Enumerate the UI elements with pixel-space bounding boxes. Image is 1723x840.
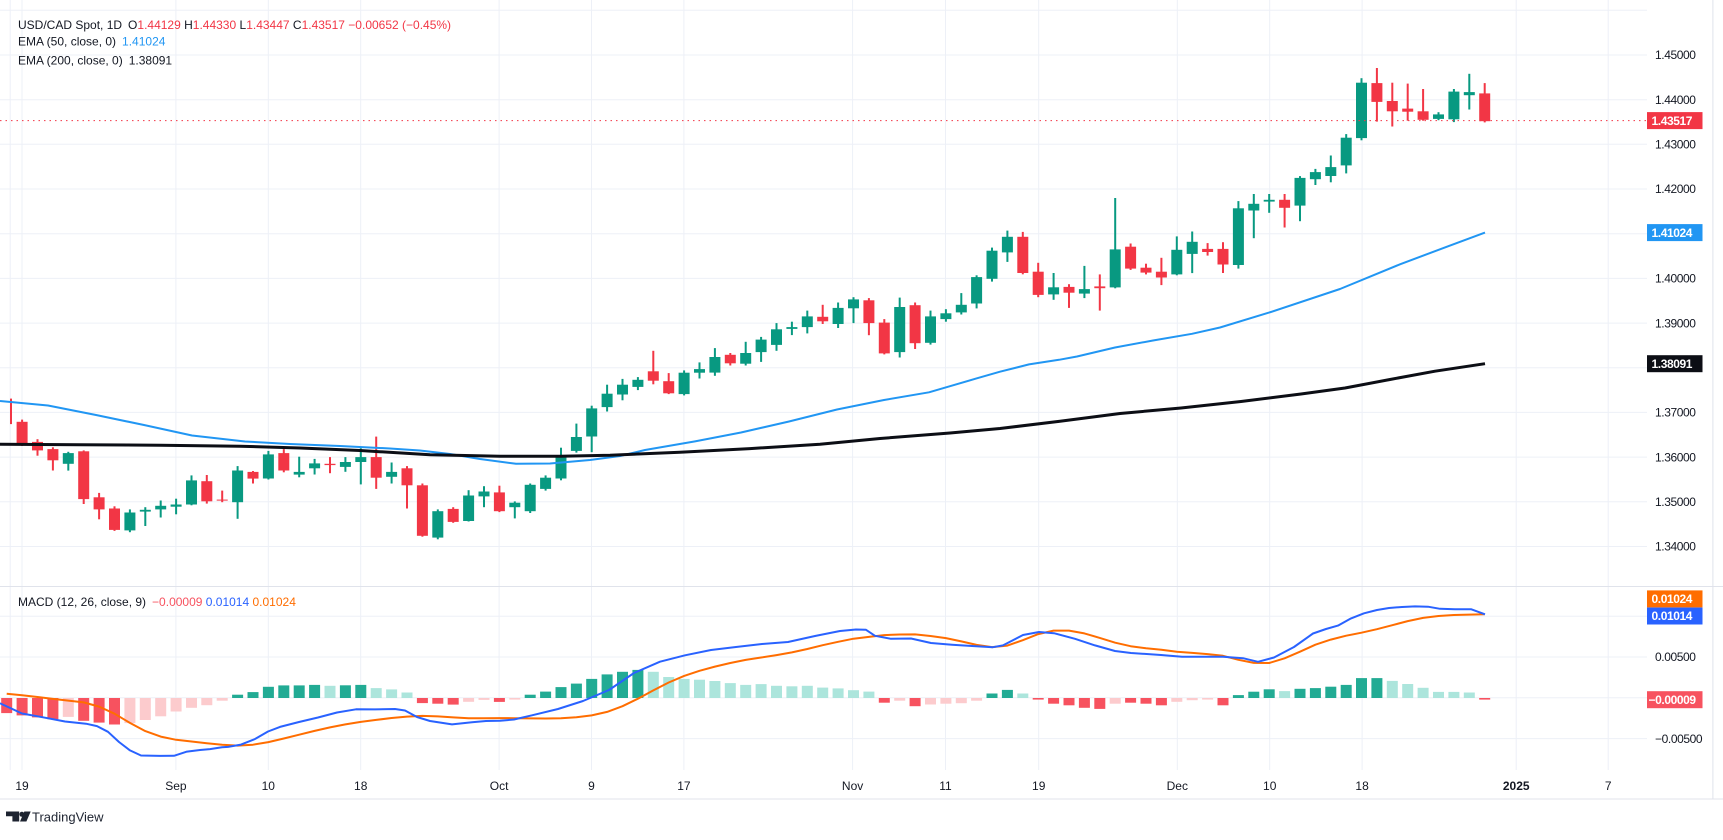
svg-text:1.37000: 1.37000 [1655, 406, 1696, 420]
svg-text:USD/CAD Spot, 1D O1.44129 H1.4: USD/CAD Spot, 1D O1.44129 H1.44330 L1.43… [18, 18, 451, 32]
svg-text:1.42000: 1.42000 [1655, 182, 1696, 196]
svg-text:1.43517: 1.43517 [1652, 114, 1693, 128]
svg-text:Dec: Dec [1167, 779, 1188, 793]
svg-text:1.38091: 1.38091 [1652, 357, 1693, 371]
svg-text:1.39000: 1.39000 [1655, 316, 1696, 330]
svg-text:1.44000: 1.44000 [1655, 93, 1696, 107]
svg-text:EMA (50, close, 0) 1.41024: EMA (50, close, 0) 1.41024 [18, 35, 166, 49]
svg-text:18: 18 [354, 779, 368, 793]
svg-text:1.43000: 1.43000 [1655, 138, 1696, 152]
svg-text:Nov: Nov [842, 779, 863, 793]
svg-text:10: 10 [1263, 779, 1277, 793]
svg-text:Sep: Sep [165, 779, 187, 793]
svg-text:1.40000: 1.40000 [1655, 272, 1696, 286]
svg-text:1.45000: 1.45000 [1655, 48, 1696, 62]
svg-text:1.41024: 1.41024 [1652, 226, 1693, 240]
svg-text:1.35000: 1.35000 [1655, 495, 1696, 509]
svg-text:11: 11 [939, 779, 952, 793]
svg-text:EMA (200, close, 0) 1.38091: EMA (200, close, 0) 1.38091 [18, 54, 172, 68]
svg-text:0.01014: 0.01014 [1652, 609, 1693, 623]
svg-text:10: 10 [262, 779, 276, 793]
svg-text:Oct: Oct [490, 779, 509, 793]
svg-text:1.34000: 1.34000 [1655, 540, 1696, 554]
svg-text:18: 18 [1355, 779, 1369, 793]
svg-text:−0.00500: −0.00500 [1655, 732, 1703, 746]
svg-text:−0.00009: −0.00009 [1649, 693, 1697, 707]
svg-text:19: 19 [1032, 779, 1046, 793]
svg-text:19: 19 [15, 779, 29, 793]
svg-text:1.36000: 1.36000 [1655, 450, 1696, 464]
svg-text:9: 9 [588, 779, 595, 793]
svg-text:2025: 2025 [1503, 779, 1530, 793]
svg-text:17: 17 [677, 779, 691, 793]
svg-text:7: 7 [1605, 779, 1612, 793]
svg-text:0.01024: 0.01024 [1652, 592, 1693, 606]
svg-text:MACD (12, 26, close, 9) −0.000: MACD (12, 26, close, 9) −0.00009 0.01014… [18, 595, 296, 609]
svg-text:0.00500: 0.00500 [1655, 650, 1696, 664]
svg-text:TradingView: TradingView [32, 809, 104, 824]
